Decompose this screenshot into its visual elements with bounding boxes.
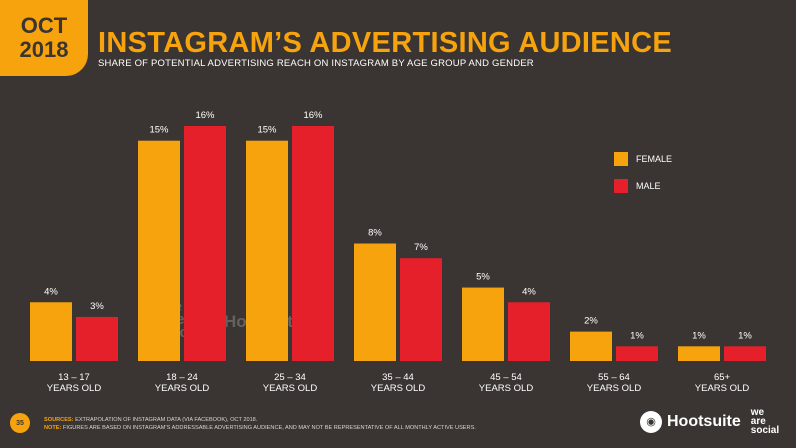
bar-male	[400, 258, 442, 361]
x-tick-label: YEARS OLD	[155, 383, 210, 394]
x-tick-label: YEARS OLD	[371, 383, 426, 394]
data-label-male: 1%	[738, 330, 752, 341]
data-label-female: 1%	[692, 330, 706, 341]
x-tick-label: YEARS OLD	[587, 383, 642, 394]
we-are-social-logo: we are social	[750, 407, 780, 436]
data-label-female: 4%	[44, 286, 58, 297]
x-tick-label: 55 – 64	[598, 372, 630, 383]
note-line: NOTE: FIGURES ARE BASED ON INSTAGRAM’S A…	[44, 424, 476, 432]
x-tick-label: 13 – 17	[58, 372, 90, 383]
data-label-male: 16%	[195, 110, 215, 121]
date-badge: OCT 2018	[0, 0, 88, 76]
date-month: OCT	[20, 13, 68, 38]
sources-label: SOURCES:	[44, 417, 74, 423]
data-label-male: 3%	[90, 301, 104, 312]
note-label: NOTE:	[44, 425, 62, 431]
sources-line: SOURCES: EXTRAPOLATION OF INSTAGRAM DATA…	[44, 416, 476, 424]
sources-text: EXTRAPOLATION OF INSTAGRAM DATA (VIA FAC…	[75, 417, 258, 423]
bar-male	[724, 346, 766, 361]
logo-are-text: are	[750, 416, 766, 427]
data-label-female: 15%	[257, 125, 277, 136]
data-label-male: 16%	[303, 110, 323, 121]
bar-male	[292, 126, 334, 361]
date-year: 2018	[19, 37, 69, 62]
x-tick-label: 65+	[714, 372, 731, 383]
x-tick-label: 25 – 34	[274, 372, 306, 383]
data-label-male: 7%	[414, 242, 428, 253]
data-label-female: 2%	[584, 316, 598, 327]
page-title: INSTAGRAM’S ADVERTISING AUDIENCE	[98, 27, 673, 59]
bar-female	[462, 287, 504, 361]
data-label-male: 4%	[522, 286, 536, 297]
data-label-male: 1%	[630, 330, 644, 341]
bar-male	[616, 346, 658, 361]
bar-female	[570, 331, 612, 361]
legend-item-male: MALE	[614, 179, 672, 193]
bar-female	[354, 243, 396, 361]
x-tick-label: YEARS OLD	[695, 383, 750, 394]
bar-male	[76, 316, 118, 361]
note-text: FIGURES ARE BASED ON INSTAGRAM’S ADDRESS…	[62, 425, 476, 431]
page-number: 35	[10, 413, 30, 433]
legend-swatch-female	[614, 152, 628, 166]
page-subtitle: SHARE OF POTENTIAL ADVERTISING REACH ON …	[98, 58, 534, 69]
bar-male	[184, 126, 226, 361]
hootsuite-logo: Hootsuite	[667, 412, 741, 430]
legend-swatch-male	[614, 179, 628, 193]
x-tick-label: 18 – 24	[166, 372, 198, 383]
legend-label-female: FEMALE	[636, 154, 673, 164]
footer-brands: ◉ Hootsuite we are social	[640, 407, 780, 436]
x-tick-label: 45 – 54	[490, 372, 522, 383]
footer-notes: SOURCES: EXTRAPOLATION OF INSTAGRAM DATA…	[44, 416, 476, 432]
bar-female	[678, 346, 720, 361]
x-tick-label: YEARS OLD	[47, 383, 102, 394]
legend-item-female: FEMALE	[614, 152, 672, 166]
bar-female	[30, 302, 72, 361]
data-label-female: 8%	[368, 228, 382, 239]
owl-icon: ◉	[640, 410, 662, 433]
chart-legend: FEMALE MALE	[614, 152, 672, 206]
logo-social-text: social	[750, 425, 780, 436]
logo-we-text: we	[750, 407, 765, 418]
data-label-female: 15%	[149, 125, 169, 136]
legend-label-male: MALE	[636, 181, 661, 191]
x-tick-label: YEARS OLD	[479, 383, 534, 394]
bar-male	[508, 302, 550, 361]
bar-female	[138, 140, 180, 361]
bar-female	[246, 140, 288, 361]
x-tick-label: YEARS OLD	[263, 383, 318, 394]
x-tick-label: 35 – 44	[382, 372, 414, 383]
data-label-female: 5%	[476, 272, 490, 283]
